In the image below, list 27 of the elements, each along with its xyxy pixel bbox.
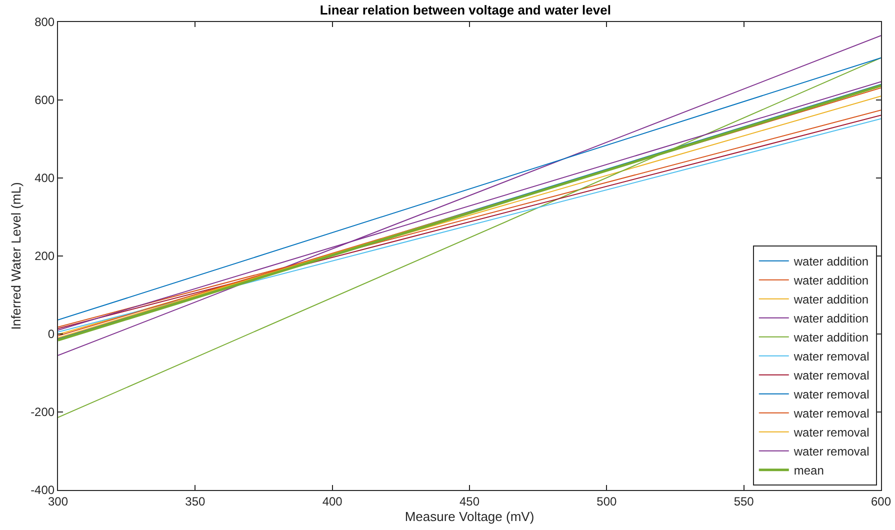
y-tick-label: -200 [30, 405, 55, 420]
legend-label: water addition [792, 330, 869, 344]
y-tick-label: 800 [34, 15, 55, 30]
x-tick-label: 400 [322, 494, 343, 508]
y-tick-label: 0 [48, 327, 55, 342]
chart-title: Linear relation between voltage and water level [320, 2, 611, 18]
x-tick-label: 350 [185, 494, 206, 508]
legend-label: water removal [792, 444, 870, 458]
legend-label: water removal [792, 406, 870, 420]
legend-label: water removal [792, 350, 870, 364]
legend-label: water addition [792, 274, 869, 288]
y-axis-title: Inferred Water Level (mL) [8, 182, 24, 330]
x-axis-title: Measure Voltage (mV) [404, 509, 534, 524]
legend-label: water addition [792, 292, 869, 306]
legend-label: water addition [792, 254, 869, 268]
y-tick-label: 600 [34, 93, 55, 108]
x-tick-label: 600 [870, 494, 892, 508]
x-tick-label: 550 [734, 494, 754, 508]
legend-label: water addition [792, 312, 869, 326]
y-tick-label: 400 [34, 171, 55, 186]
legend-label: water removal [792, 368, 870, 382]
legend-label: water removal [792, 388, 870, 402]
y-tick-label: 200 [34, 249, 55, 264]
legend-label: mean [794, 464, 824, 478]
legend-label: water removal [792, 426, 870, 440]
x-tick-label: 500 [596, 494, 617, 508]
x-tick-label: 450 [459, 494, 480, 508]
